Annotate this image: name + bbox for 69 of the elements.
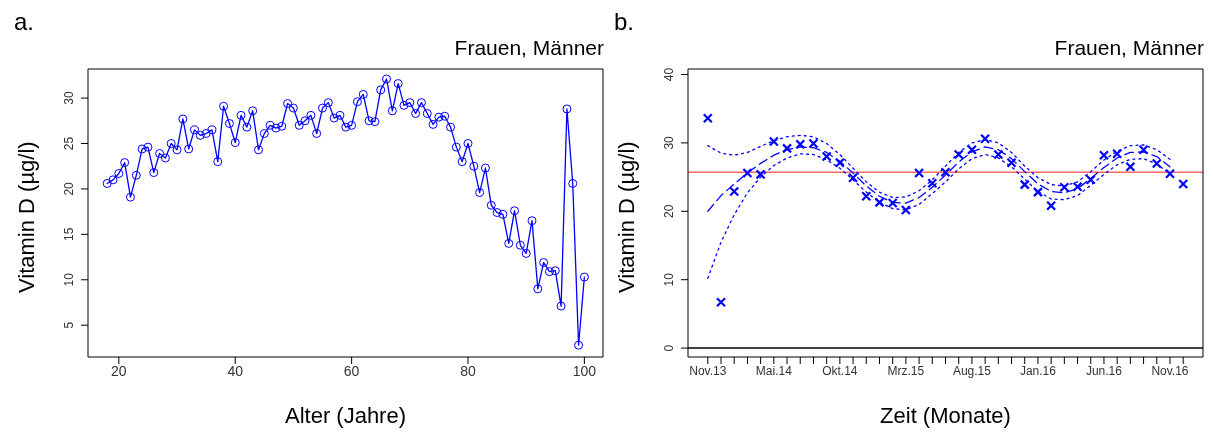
point — [729, 186, 740, 197]
point — [927, 178, 938, 189]
chart-title: Frauen, Männer — [1054, 36, 1204, 60]
x-tick-label: Jun.16 — [1085, 363, 1123, 378]
point — [1059, 182, 1070, 193]
point — [993, 149, 1004, 160]
point — [1178, 178, 1189, 190]
y-tick-label: 0 — [662, 344, 676, 352]
point — [900, 204, 911, 216]
x-tick-label: 20 — [111, 362, 127, 379]
point — [1085, 174, 1096, 185]
point — [781, 143, 793, 154]
x-axis-title: Alter (Jahre) — [284, 403, 407, 428]
y-tick-label: 25 — [62, 136, 76, 151]
point — [1112, 148, 1123, 159]
point — [1072, 181, 1083, 192]
y-tick-label: 30 — [662, 135, 676, 150]
point — [940, 167, 951, 178]
point — [808, 138, 819, 149]
text: a. — [14, 8, 35, 35]
x-tick-label: 100 — [572, 362, 597, 379]
x-tick-label: Nov.13 — [689, 363, 727, 378]
point — [874, 197, 885, 208]
point — [702, 113, 713, 124]
point — [821, 151, 832, 162]
point — [887, 197, 898, 209]
x-tick-label: 80 — [460, 362, 476, 379]
y-tick-label: 15 — [62, 227, 76, 242]
y-tick-label: 40 — [662, 67, 676, 82]
point — [1098, 150, 1110, 161]
y-tick-label: 20 — [62, 181, 76, 196]
chart-title: Frauen, Männer — [454, 36, 604, 60]
point — [980, 133, 991, 144]
x-tick-label: Aug.15 — [952, 363, 992, 378]
point — [1019, 179, 1030, 190]
point — [1006, 157, 1017, 168]
point — [742, 167, 753, 179]
x-tick-label: Mrz.15 — [887, 363, 925, 378]
y-tick-label: 30 — [62, 91, 76, 105]
y-axis-title: Vitamin D (µg/l) — [613, 141, 639, 293]
point — [834, 157, 845, 168]
x-tick-label: Nov.16 — [1151, 363, 1189, 378]
x-tick-label: Jan.16 — [1019, 363, 1057, 378]
point — [795, 139, 806, 150]
point — [966, 144, 978, 155]
y-tick-label: 10 — [662, 272, 676, 287]
point — [715, 297, 727, 308]
point — [1032, 187, 1044, 198]
point — [755, 169, 766, 180]
point — [861, 191, 872, 202]
text: b. — [614, 8, 635, 35]
x-axis-title: Zeit (Monate) — [880, 403, 1011, 428]
point — [1164, 168, 1176, 179]
y-tick-label: 10 — [62, 272, 76, 287]
x-tick-label: 60 — [343, 362, 360, 379]
point — [1125, 161, 1136, 172]
y-axis-title: Vitamin D (µg/l) — [13, 141, 39, 293]
point — [768, 136, 779, 147]
y-tick-label: 20 — [662, 204, 676, 218]
x-tick-label: 40 — [227, 362, 244, 379]
point — [1151, 158, 1162, 169]
point — [913, 167, 925, 179]
point — [1138, 144, 1149, 155]
point — [847, 172, 859, 183]
x-tick-label: Okt.14 — [822, 363, 858, 378]
x-tick-label: Mai.14 — [755, 363, 793, 378]
point — [1046, 200, 1057, 211]
point — [953, 149, 964, 160]
y-tick-label: 5 — [62, 321, 76, 329]
